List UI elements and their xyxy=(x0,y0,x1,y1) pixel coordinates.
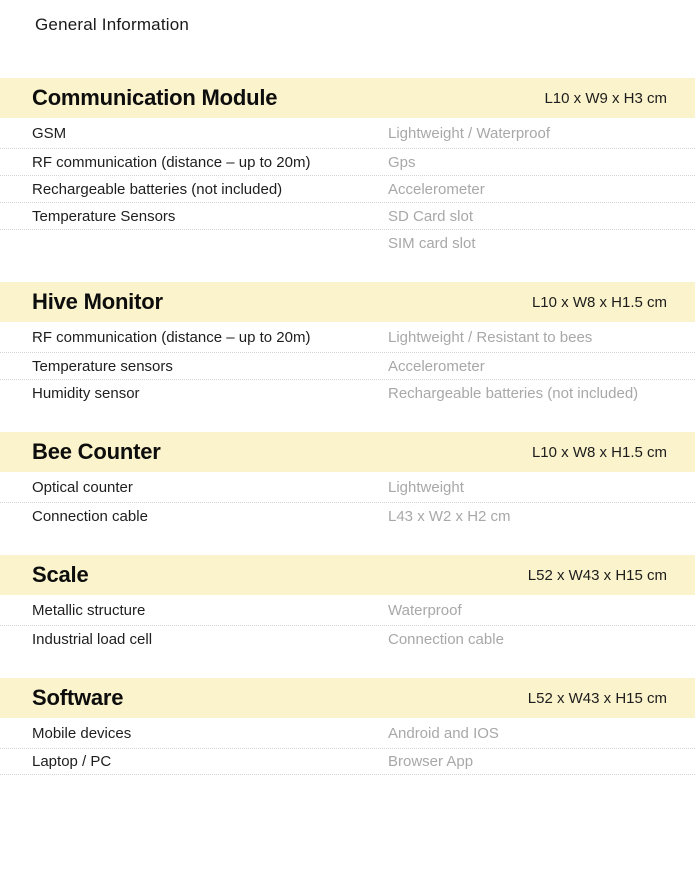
feature-label: Rechargeable batteries (not included) xyxy=(32,180,283,198)
spec-section: Bee Counter L10 x W8 x H1.5 cm Optical c… xyxy=(0,432,695,529)
table-row: GSM Lightweight / Waterproof xyxy=(0,118,695,148)
section-dimensions: L10 x W9 x H3 cm xyxy=(544,89,667,107)
section-title: Software xyxy=(32,685,124,710)
section-dimensions: L10 x W8 x H1.5 cm xyxy=(531,443,667,461)
table-row: RF communication (distance – up to 20m) … xyxy=(0,322,695,352)
spec-section: Software L52 x W43 x H15 cm Mobile devic… xyxy=(0,678,695,775)
feature-label: RF communication (distance – up to 20m) xyxy=(32,153,311,171)
feature-label: Humidity sensor xyxy=(32,384,140,402)
feature-value: Connection cable xyxy=(388,630,504,648)
table-row: Optical counter Lightweight xyxy=(0,472,695,502)
feature-label: Connection cable xyxy=(32,507,148,525)
section-rows: Optical counter Lightweight Connection c… xyxy=(0,472,695,529)
section-header: Communication Module L10 x W9 x H3 cm xyxy=(0,78,695,118)
feature-value: Waterproof xyxy=(388,601,462,619)
section-title: Hive Monitor xyxy=(32,289,163,314)
feature-label: Mobile devices xyxy=(32,724,132,742)
section-header: Bee Counter L10 x W8 x H1.5 cm xyxy=(0,432,695,472)
feature-value: Lightweight xyxy=(388,478,464,496)
table-row: Temperature Sensors SD Card slot xyxy=(0,202,695,229)
section-header: Software L52 x W43 x H15 cm xyxy=(0,678,695,718)
feature-label: GSM xyxy=(32,124,67,142)
feature-label: Temperature Sensors xyxy=(32,207,176,225)
feature-value: Accelerometer xyxy=(388,357,485,375)
table-row: SIM card slot xyxy=(0,229,695,256)
spec-table: Communication Module L10 x W9 x H3 cm GS… xyxy=(0,78,695,775)
table-row: Connection cable L43 x W2 x H2 cm xyxy=(0,502,695,529)
spec-section: Communication Module L10 x W9 x H3 cm GS… xyxy=(0,78,695,256)
table-row: Industrial load cell Connection cable xyxy=(0,625,695,652)
table-row: Laptop / PC Browser App xyxy=(0,748,695,775)
feature-value: Browser App xyxy=(388,753,474,770)
feature-value: Lightweight / Resistant to bees xyxy=(388,328,593,346)
table-row: Humidity sensor Rechargeable batteries (… xyxy=(0,379,695,406)
page-title: General Information xyxy=(35,15,190,34)
section-title: Scale xyxy=(32,562,89,587)
feature-label: Optical counter xyxy=(32,478,133,496)
feature-value: Gps xyxy=(388,153,416,171)
feature-value: SD Card slot xyxy=(388,207,474,225)
section-rows: GSM Lightweight / Waterproof RF communic… xyxy=(0,118,695,256)
section-dimensions: L10 x W8 x H1.5 cm xyxy=(531,293,667,311)
section-dimensions: L52 x W43 x H15 cm xyxy=(527,689,667,707)
spec-section: Scale L52 x W43 x H15 cm Metallic struct… xyxy=(0,555,695,652)
section-title: Communication Module xyxy=(32,85,278,110)
section-rows: RF communication (distance – up to 20m) … xyxy=(0,322,695,406)
feature-value: L43 x W2 x H2 cm xyxy=(388,507,511,525)
feature-value: Accelerometer xyxy=(388,180,485,198)
feature-label: RF communication (distance – up to 20m) xyxy=(32,328,311,346)
table-row: Rechargeable batteries (not included) Ac… xyxy=(0,175,695,202)
feature-label: Industrial load cell xyxy=(32,630,153,648)
page-header: General Information xyxy=(0,0,695,78)
section-rows: Metallic structure Waterproof Industrial… xyxy=(0,595,695,652)
feature-value: SIM card slot xyxy=(388,234,476,252)
feature-label: Temperature sensors xyxy=(32,357,173,375)
table-row: Mobile devices Android and IOS xyxy=(0,718,695,748)
section-dimensions: L52 x W43 x H15 cm xyxy=(527,566,667,584)
feature-label: Metallic structure xyxy=(32,601,146,619)
feature-value: Android and IOS xyxy=(388,724,499,742)
feature-value: Lightweight / Waterproof xyxy=(388,124,551,142)
spec-section: Hive Monitor L10 x W8 x H1.5 cm RF commu… xyxy=(0,282,695,406)
table-row: Metallic structure Waterproof xyxy=(0,595,695,625)
table-row: Temperature sensors Accelerometer xyxy=(0,352,695,379)
section-header: Scale L52 x W43 x H15 cm xyxy=(0,555,695,595)
feature-value: Rechargeable batteries (not included) xyxy=(388,384,639,402)
section-rows: Mobile devices Android and IOS Laptop / … xyxy=(0,718,695,775)
section-title: Bee Counter xyxy=(32,439,161,464)
feature-label: Laptop / PC xyxy=(32,753,112,770)
table-row: RF communication (distance – up to 20m) … xyxy=(0,148,695,175)
section-header: Hive Monitor L10 x W8 x H1.5 cm xyxy=(0,282,695,322)
